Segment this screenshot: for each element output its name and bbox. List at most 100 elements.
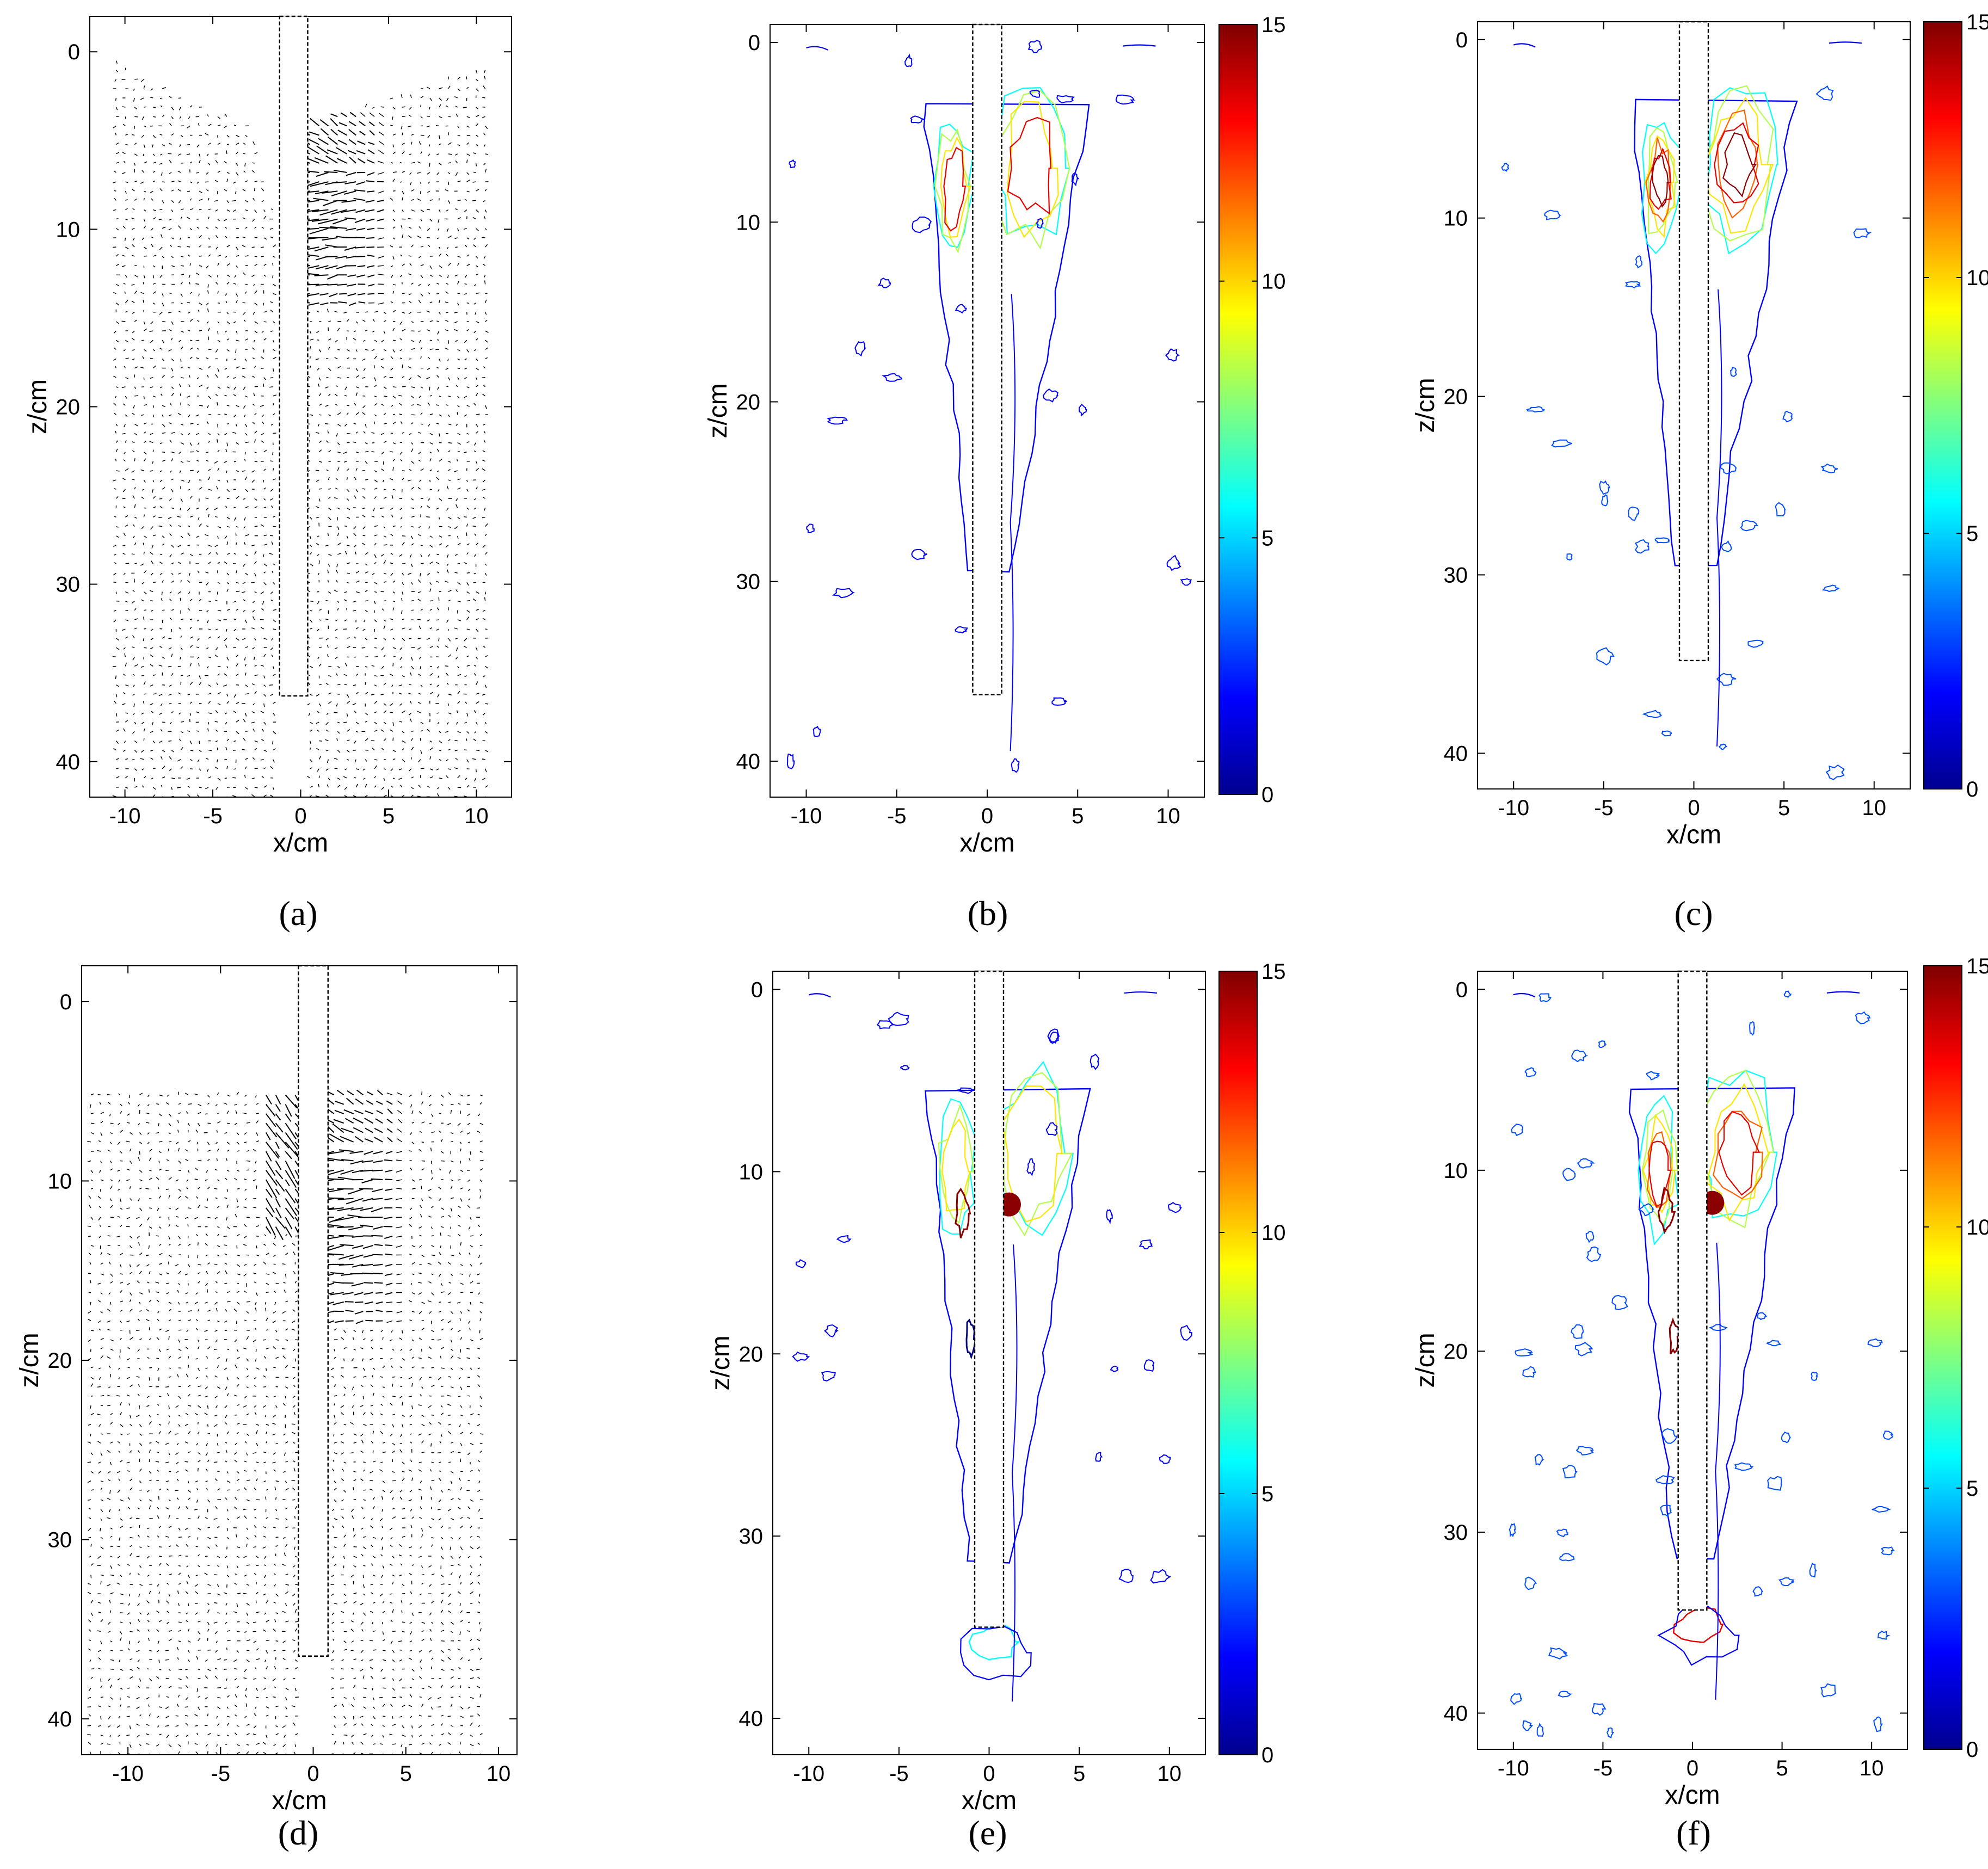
velocity-arrow [175,1735,179,1737]
velocity-arrow [448,396,451,397]
velocity-arrow [473,554,477,557]
velocity-arrow [437,675,440,678]
velocity-arrow [420,738,421,741]
velocity-arrow [243,153,245,155]
velocity-arrow [445,645,449,648]
velocity-arrow [316,479,319,482]
velocity-arrow [270,647,274,650]
velocity-arrow [454,312,458,313]
velocity-arrow [484,209,487,213]
velocity-arrow [362,507,366,509]
velocity-arrow [263,653,266,657]
velocity-arrow [261,356,264,359]
velocity-arrow [136,1650,140,1652]
velocity-arrow [206,768,209,772]
velocity-arrow [355,392,358,397]
velocity-arrow [207,1564,210,1566]
velocity-arrow [310,694,313,696]
velocity-arrow [334,1741,336,1745]
velocity-arrow [293,1751,296,1754]
velocity-arrow [147,1535,150,1538]
velocity-arrow [392,340,396,341]
velocity-arrow [162,636,165,639]
velocity-arrow [207,1262,211,1265]
velocity-arrow [198,1122,201,1127]
velocity-arrow [226,479,229,483]
velocity-arrow [484,405,488,409]
velocity-arrow [117,1170,120,1172]
velocity-arrow [215,1405,218,1408]
velocity-arrow [88,1714,91,1717]
velocity-arrow [169,524,172,527]
velocity-arrow [293,1546,296,1550]
velocity-arrow [429,776,434,779]
velocity-arrow [476,107,479,110]
velocity-arrow [411,396,415,399]
velocity-arrow [246,1537,249,1540]
velocity-arrow [436,581,440,583]
velocity-arrow [353,1592,357,1594]
velocity-arrow [158,1273,163,1276]
velocity-arrow [417,599,421,602]
velocity-arrow [141,489,144,491]
velocity-arrow [175,1179,179,1182]
velocity-arrow [484,216,486,219]
velocity-arrow [159,163,163,165]
velocity-arrow [110,1565,113,1569]
velocity-arrow [294,1506,298,1509]
velocity-arrow [160,729,163,732]
velocity-arrow [398,684,403,687]
velocity-arrow [116,526,119,528]
velocity-arrow [243,1290,247,1293]
velocity-arrow [253,1725,257,1729]
velocity-arrow [473,738,477,742]
velocity-arrow [285,1461,288,1463]
velocity-arrow [178,1195,181,1199]
velocity-arrow [232,200,236,202]
velocity-arrow [334,1499,337,1503]
velocity-arrow [374,776,376,779]
velocity-arrow [195,1377,198,1379]
velocity-arrow [180,498,183,502]
velocity-arrow [208,749,212,751]
velocity-arrow [138,1122,140,1126]
velocity-arrow [217,759,218,763]
velocity-arrow [178,1188,182,1192]
velocity-arrow [199,768,201,771]
velocity-arrow [269,553,273,555]
y-tick-label: 30 [56,573,81,597]
velocity-arrow [143,321,145,325]
velocity-arrow [418,674,421,676]
velocity-arrow [475,681,478,686]
velocity-arrow [98,1612,101,1613]
velocity-arrow [261,608,264,611]
velocity-arrow [353,1697,355,1700]
contour-line [1566,553,1573,561]
velocity-arrow [381,787,384,790]
velocity-arrow [189,663,192,667]
velocity-arrow [327,759,329,763]
velocity-arrow [139,1109,140,1114]
velocity-arrow [310,181,329,187]
velocity-arrow [362,1411,366,1415]
velocity-arrow [176,1478,179,1482]
velocity-arrow [215,1104,218,1106]
velocity-arrow [400,517,403,520]
velocity-arrow [122,478,126,480]
contour-line [910,115,926,124]
velocity-arrow [245,572,248,576]
velocity-arrow [357,140,366,145]
velocity-arrow [254,551,257,555]
velocity-arrow [366,227,375,230]
velocity-arrow [411,134,414,136]
x-tick-label: -5 [211,1762,231,1786]
velocity-arrow [116,228,119,231]
velocity-arrow [272,1696,276,1698]
velocity-arrow [429,747,433,751]
velocity-arrow [149,1753,152,1755]
velocity-arrow [236,674,239,676]
velocity-arrow [186,1735,189,1737]
velocity-arrow [233,358,237,361]
velocity-arrow [448,589,452,593]
velocity-arrow [466,386,470,388]
